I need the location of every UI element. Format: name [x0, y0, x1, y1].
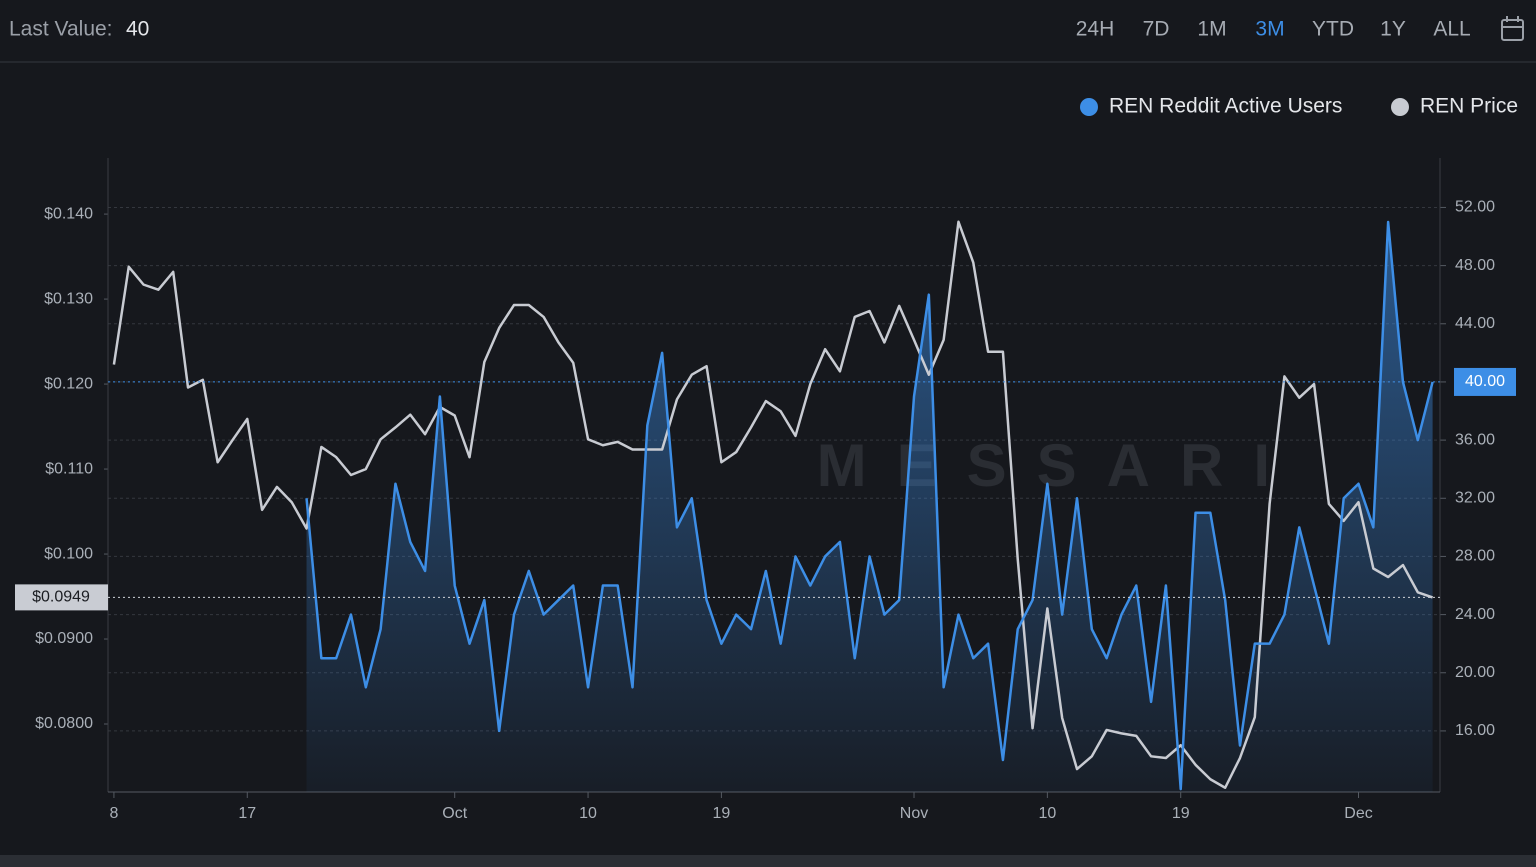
- x-tick-label: Oct: [442, 805, 467, 822]
- legend-label: REN Price: [1420, 95, 1518, 118]
- y-tick-label: $0.0800: [35, 715, 93, 732]
- footer-strip: [0, 855, 1536, 867]
- x-tick-label: 10: [1038, 805, 1056, 822]
- series-line: [112, 220, 1433, 790]
- range-button[interactable]: ALL: [1433, 18, 1470, 41]
- y-tick-label: $0.120: [44, 375, 93, 392]
- last-value-label: Last Value:: [9, 18, 113, 41]
- last-value: 40: [126, 18, 149, 41]
- y-tick-label: $0.100: [44, 545, 93, 562]
- x-tick-label: Dec: [1344, 805, 1372, 822]
- y-tick-label: $0.130: [44, 290, 93, 307]
- y2-tick-label: 44.00: [1455, 315, 1495, 332]
- y2-tick-label: 24.00: [1455, 606, 1495, 623]
- x-tick-label: 8: [109, 805, 118, 822]
- calendar-icon[interactable]: [1501, 16, 1524, 41]
- y-tick-label: $0.0900: [35, 630, 93, 647]
- range-button[interactable]: 7D: [1143, 18, 1170, 41]
- legend-swatch: [1080, 98, 1098, 116]
- legend-swatch: [1391, 98, 1409, 116]
- price-marker-label: $0.0949: [32, 589, 90, 606]
- y2-tick-label: 16.00: [1455, 722, 1495, 739]
- y2-tick-label: 36.00: [1455, 431, 1495, 448]
- y2-tick-label: 20.00: [1455, 664, 1495, 681]
- price-marker-box: [15, 584, 108, 611]
- area: [306, 221, 1433, 792]
- series-line: [305, 220, 1434, 791]
- y2-tick-label: 48.00: [1455, 257, 1495, 274]
- x-tick-label: 17: [238, 805, 256, 822]
- y-tick-label: $0.110: [45, 460, 93, 477]
- watermark: MESSARI: [817, 432, 1300, 499]
- range-button[interactable]: 1Y: [1380, 18, 1406, 41]
- x-tick-label: 19: [1172, 805, 1190, 822]
- x-tick-label: 10: [579, 805, 597, 822]
- range-button[interactable]: 24H: [1076, 18, 1115, 41]
- range-button[interactable]: YTD: [1312, 18, 1354, 41]
- users-marker-box: [1454, 367, 1516, 396]
- y-tick-label: $0.140: [44, 205, 93, 222]
- y2-tick-label: 32.00: [1455, 489, 1495, 506]
- range-button[interactable]: 3M: [1255, 18, 1284, 41]
- users-marker-label: 40.00: [1465, 373, 1505, 390]
- y2-tick-label: 28.00: [1455, 548, 1495, 565]
- range-button[interactable]: 1M: [1197, 18, 1226, 41]
- x-tick-label: 19: [713, 805, 731, 822]
- y2-tick-label: 52.00: [1455, 199, 1495, 216]
- legend-label: REN Reddit Active Users: [1109, 95, 1342, 118]
- x-tick-label: Nov: [900, 805, 928, 822]
